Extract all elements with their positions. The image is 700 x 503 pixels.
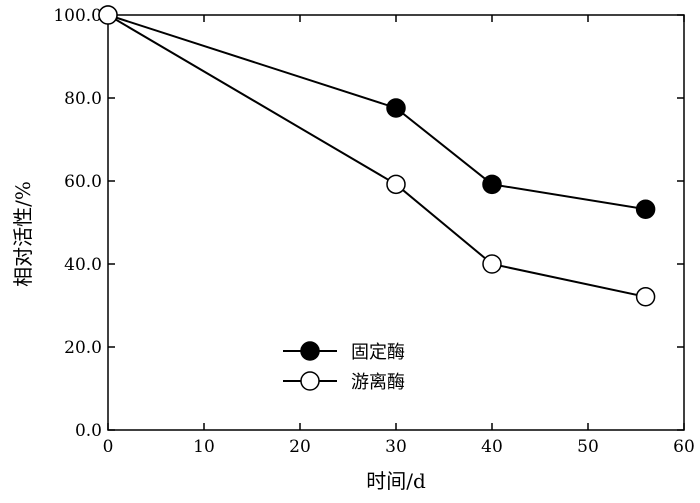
x-axis-title: 时间/d xyxy=(366,469,426,493)
data-point-series-2 xyxy=(98,5,118,25)
series-line-1 xyxy=(107,14,646,211)
legend-marker-2 xyxy=(300,371,320,391)
x-tick-label: 0 xyxy=(103,437,114,457)
x-tick-label: 50 xyxy=(577,437,599,457)
data-point-series-2 xyxy=(386,174,406,195)
x-tick-label: 10 xyxy=(193,437,215,457)
x-tick-label: 20 xyxy=(289,437,311,457)
x-tick-label: 40 xyxy=(481,437,503,457)
y-tick-label: 60.0 xyxy=(64,172,102,192)
data-point-series-1 xyxy=(635,199,656,219)
legend-marker-1 xyxy=(300,341,320,361)
data-point-series-1 xyxy=(482,174,502,195)
x-tick-label: 60 xyxy=(673,437,695,457)
legend-label-2: 游离酶 xyxy=(351,372,405,393)
y-tick-label: 40.0 xyxy=(64,255,102,275)
y-axis-title: 相对活性/% xyxy=(11,181,35,287)
y-tick-label: 100.0 xyxy=(53,6,102,26)
y-tick-label: 0.0 xyxy=(75,421,102,441)
legend-label-1: 固定酶 xyxy=(351,342,405,363)
plot-frame xyxy=(107,14,685,431)
y-tick-label: 80.0 xyxy=(64,89,102,109)
data-point-series-2 xyxy=(635,287,656,307)
series-line-2 xyxy=(107,14,646,298)
data-point-series-2 xyxy=(482,254,502,274)
data-point-series-1 xyxy=(386,98,406,118)
y-tick-label: 20.0 xyxy=(64,338,102,358)
x-tick-label: 30 xyxy=(385,437,407,457)
